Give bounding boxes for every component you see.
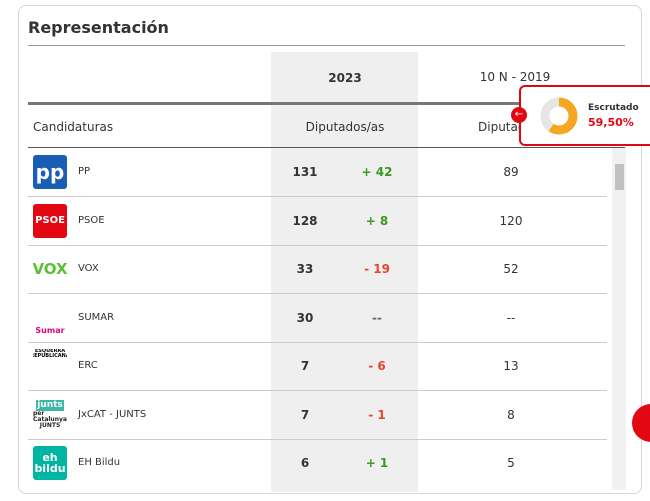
party-logo: PSOE xyxy=(33,203,67,238)
logo-text: JUNTS xyxy=(39,422,61,429)
previous-seats: -- xyxy=(506,310,516,325)
logo-text: ESQUERRA xyxy=(34,349,66,354)
logo-text: per Catalunya xyxy=(33,410,67,423)
party-logo: VOX xyxy=(33,252,67,286)
row-rule xyxy=(28,438,607,440)
row-rule xyxy=(28,244,607,246)
logo-text: REPUBLICANA xyxy=(33,353,67,359)
party-name: PSOE xyxy=(78,214,105,226)
logo-text: pp xyxy=(35,160,65,184)
scroll-top-button[interactable] xyxy=(632,404,650,442)
seats: 7 xyxy=(300,359,310,373)
logo-text: VOX xyxy=(33,259,67,278)
logo-text: eh xyxy=(42,451,58,464)
party-name: SUMAR xyxy=(78,311,115,323)
col-2023: 2023 xyxy=(328,71,362,85)
col-2019: 10 N - 2019 xyxy=(479,70,551,84)
col-seats: Diputados/as xyxy=(305,120,385,134)
logo-text: Sumar xyxy=(35,325,65,335)
row-rule xyxy=(28,293,607,294)
party-name: ERC xyxy=(78,360,98,371)
card xyxy=(18,5,642,494)
party-logo: junts per Catalunya JUNTS xyxy=(33,397,67,432)
seat-change: -- xyxy=(372,310,382,325)
row-rule xyxy=(28,341,607,343)
title-rule xyxy=(28,45,625,46)
scrollbar[interactable] xyxy=(612,148,626,490)
previous-seats: 120 xyxy=(499,213,523,228)
header-rule xyxy=(28,102,625,105)
previous-seats: 5 xyxy=(507,456,515,470)
party-logo: eh bildu xyxy=(33,446,67,480)
popup-collapse[interactable]: ← xyxy=(511,107,527,123)
previous-seats: 8 xyxy=(507,407,515,422)
party-logo: ESQUERRAREPUBLICANA xyxy=(33,349,67,383)
party-logo: pp xyxy=(33,155,67,189)
popup-label: Escrutado xyxy=(588,103,639,113)
seats: 6 xyxy=(300,456,310,470)
seat-change: - 19 xyxy=(364,262,390,276)
col-candidates: Candidaturas xyxy=(33,120,114,134)
party-name: EH Bildu xyxy=(78,457,121,468)
previous-seats: 89 xyxy=(503,165,519,179)
seat-change: - 6 xyxy=(368,359,386,373)
seat-change: + 8 xyxy=(365,213,389,228)
party-name: PP xyxy=(78,166,91,177)
seats: 7 xyxy=(300,407,310,422)
donut-arc xyxy=(540,97,578,135)
header-bottom-rule xyxy=(28,147,625,148)
seats: 33 xyxy=(296,262,314,276)
party-logo: Sumar xyxy=(33,300,67,335)
logo-text: PSOE xyxy=(35,214,65,226)
popup-value: 59,50% xyxy=(588,116,634,129)
current-column-bg xyxy=(271,52,418,492)
seat-change: + 42 xyxy=(361,165,393,179)
seat-change: - 1 xyxy=(368,407,386,422)
logo-text: junts xyxy=(36,400,64,411)
popup: Escrutado 59,50% xyxy=(519,85,650,146)
seats: 30 xyxy=(296,310,314,325)
title: Representación xyxy=(28,18,169,37)
party-name: VOX xyxy=(78,263,99,274)
donut xyxy=(540,97,578,135)
seats: 128 xyxy=(292,213,318,228)
previous-seats: 13 xyxy=(503,359,519,373)
row-rule xyxy=(28,390,607,391)
previous-seats: 52 xyxy=(503,262,519,276)
logo-text: bildu xyxy=(34,462,66,475)
seat-change: + 1 xyxy=(365,456,389,470)
scroll-thumb[interactable] xyxy=(615,164,624,190)
seats: 131 xyxy=(292,165,318,179)
row-rule xyxy=(28,196,607,197)
party-name: JxCAT - JUNTS xyxy=(78,408,147,420)
